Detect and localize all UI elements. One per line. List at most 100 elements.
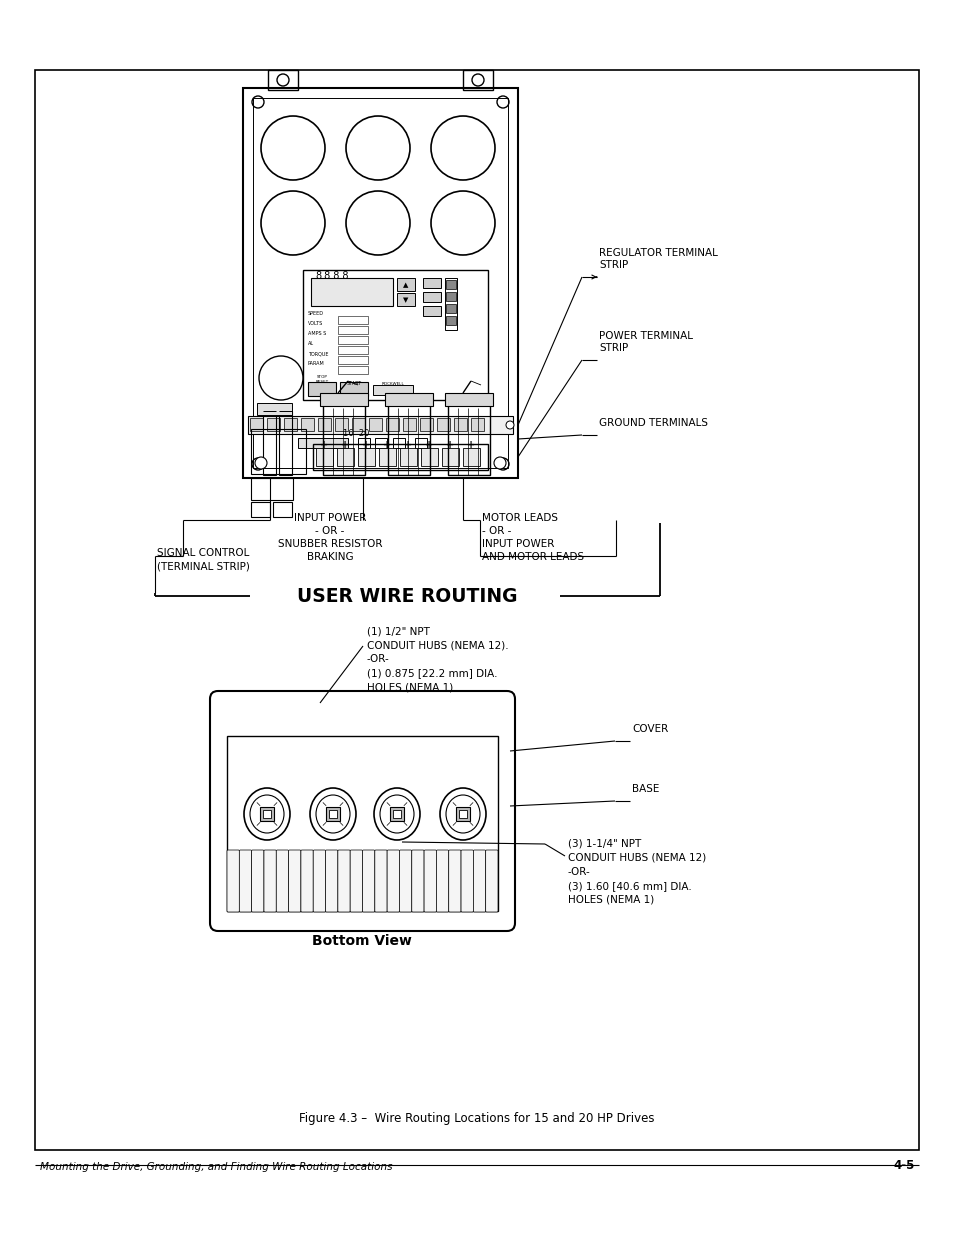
FancyBboxPatch shape bbox=[227, 850, 239, 911]
Text: +: + bbox=[382, 440, 391, 450]
FancyBboxPatch shape bbox=[313, 850, 325, 911]
Text: +: + bbox=[466, 440, 475, 450]
Text: START: START bbox=[346, 382, 361, 387]
Bar bbox=[422, 306, 440, 316]
Text: -OR-: -OR- bbox=[367, 655, 390, 664]
Text: PARAM: PARAM bbox=[308, 361, 324, 366]
Bar bbox=[311, 278, 393, 306]
FancyBboxPatch shape bbox=[252, 850, 264, 911]
Circle shape bbox=[346, 191, 410, 254]
Bar bbox=[243, 88, 517, 478]
Bar bbox=[396, 278, 415, 291]
Bar bbox=[446, 304, 456, 312]
Bar bbox=[444, 393, 493, 406]
Bar bbox=[456, 806, 470, 821]
Text: INPUT POWER: INPUT POWER bbox=[294, 513, 366, 522]
Text: - OR -: - OR - bbox=[315, 526, 344, 536]
FancyBboxPatch shape bbox=[485, 850, 497, 911]
Bar bbox=[339, 382, 368, 396]
FancyBboxPatch shape bbox=[214, 697, 510, 926]
Bar bbox=[263, 810, 271, 818]
Bar bbox=[317, 417, 331, 431]
Bar bbox=[335, 417, 348, 431]
Bar bbox=[419, 417, 433, 431]
Bar bbox=[462, 448, 479, 466]
FancyBboxPatch shape bbox=[289, 850, 300, 911]
Bar bbox=[369, 417, 381, 431]
Bar bbox=[462, 70, 493, 90]
Text: AMPS S: AMPS S bbox=[308, 331, 326, 336]
Bar bbox=[227, 736, 497, 911]
Bar bbox=[471, 417, 483, 431]
FancyBboxPatch shape bbox=[350, 850, 362, 911]
Bar bbox=[399, 448, 416, 466]
FancyBboxPatch shape bbox=[412, 850, 424, 911]
Bar bbox=[35, 70, 918, 1150]
Bar bbox=[448, 403, 490, 475]
Circle shape bbox=[346, 116, 410, 180]
Text: AL: AL bbox=[308, 341, 314, 346]
Text: (1) 0.875 [22.2 mm] DIA.: (1) 0.875 [22.2 mm] DIA. bbox=[367, 668, 497, 678]
Text: ▼: ▼ bbox=[403, 296, 408, 303]
Bar bbox=[248, 416, 513, 433]
Bar bbox=[278, 411, 292, 475]
Bar bbox=[297, 438, 348, 448]
FancyBboxPatch shape bbox=[276, 850, 289, 911]
Bar bbox=[303, 270, 488, 400]
Bar bbox=[415, 438, 427, 448]
Text: +: + bbox=[319, 440, 328, 450]
Bar bbox=[446, 280, 456, 289]
Bar bbox=[251, 478, 293, 500]
Text: 4-5: 4-5 bbox=[893, 1158, 914, 1172]
Bar bbox=[251, 429, 306, 474]
Bar bbox=[422, 278, 440, 288]
Text: (3) 1-1/4" NPT: (3) 1-1/4" NPT bbox=[567, 839, 640, 848]
Bar bbox=[393, 438, 405, 448]
Text: TORQUE: TORQUE bbox=[308, 351, 328, 356]
Bar bbox=[446, 316, 456, 325]
Text: HOLES (NEMA 1): HOLES (NEMA 1) bbox=[567, 895, 654, 905]
Text: AND MOTOR LEADS: AND MOTOR LEADS bbox=[481, 552, 583, 562]
FancyBboxPatch shape bbox=[424, 850, 436, 911]
FancyBboxPatch shape bbox=[460, 850, 473, 911]
Text: +: + bbox=[403, 440, 412, 450]
Bar bbox=[378, 448, 395, 466]
Bar bbox=[273, 501, 292, 517]
Circle shape bbox=[254, 457, 267, 469]
Bar bbox=[357, 448, 375, 466]
Bar bbox=[253, 98, 507, 468]
Bar bbox=[446, 291, 456, 301]
Text: CONDUIT HUBS (NEMA 12).: CONDUIT HUBS (NEMA 12). bbox=[367, 640, 508, 650]
Bar bbox=[337, 366, 368, 374]
Bar bbox=[315, 448, 333, 466]
Text: HOLES (NEMA 1).: HOLES (NEMA 1). bbox=[367, 682, 456, 692]
Bar bbox=[337, 336, 368, 345]
Circle shape bbox=[494, 457, 505, 469]
Ellipse shape bbox=[244, 788, 290, 840]
Circle shape bbox=[261, 191, 325, 254]
Bar bbox=[422, 291, 440, 303]
Bar bbox=[390, 806, 403, 821]
Circle shape bbox=[472, 74, 483, 86]
Bar bbox=[251, 501, 270, 517]
FancyBboxPatch shape bbox=[362, 850, 375, 911]
Text: - OR -: - OR - bbox=[481, 526, 511, 536]
Bar bbox=[396, 293, 415, 306]
Bar bbox=[436, 417, 450, 431]
Ellipse shape bbox=[315, 795, 350, 832]
Bar bbox=[323, 403, 365, 475]
Text: -OR-: -OR- bbox=[567, 867, 590, 877]
Ellipse shape bbox=[446, 795, 479, 832]
Bar bbox=[337, 356, 368, 364]
Text: CONDUIT HUBS (NEMA 12): CONDUIT HUBS (NEMA 12) bbox=[567, 853, 705, 863]
Text: SNUBBER RESISTOR: SNUBBER RESISTOR bbox=[277, 538, 382, 550]
FancyBboxPatch shape bbox=[210, 692, 515, 931]
Bar bbox=[402, 417, 416, 431]
Circle shape bbox=[252, 96, 264, 107]
FancyBboxPatch shape bbox=[239, 850, 252, 911]
Text: (TERMINAL STRIP): (TERMINAL STRIP) bbox=[157, 561, 250, 571]
Text: GROUND TERMINALS: GROUND TERMINALS bbox=[598, 417, 707, 429]
Circle shape bbox=[261, 116, 325, 180]
Bar bbox=[420, 448, 437, 466]
Bar bbox=[337, 346, 368, 354]
